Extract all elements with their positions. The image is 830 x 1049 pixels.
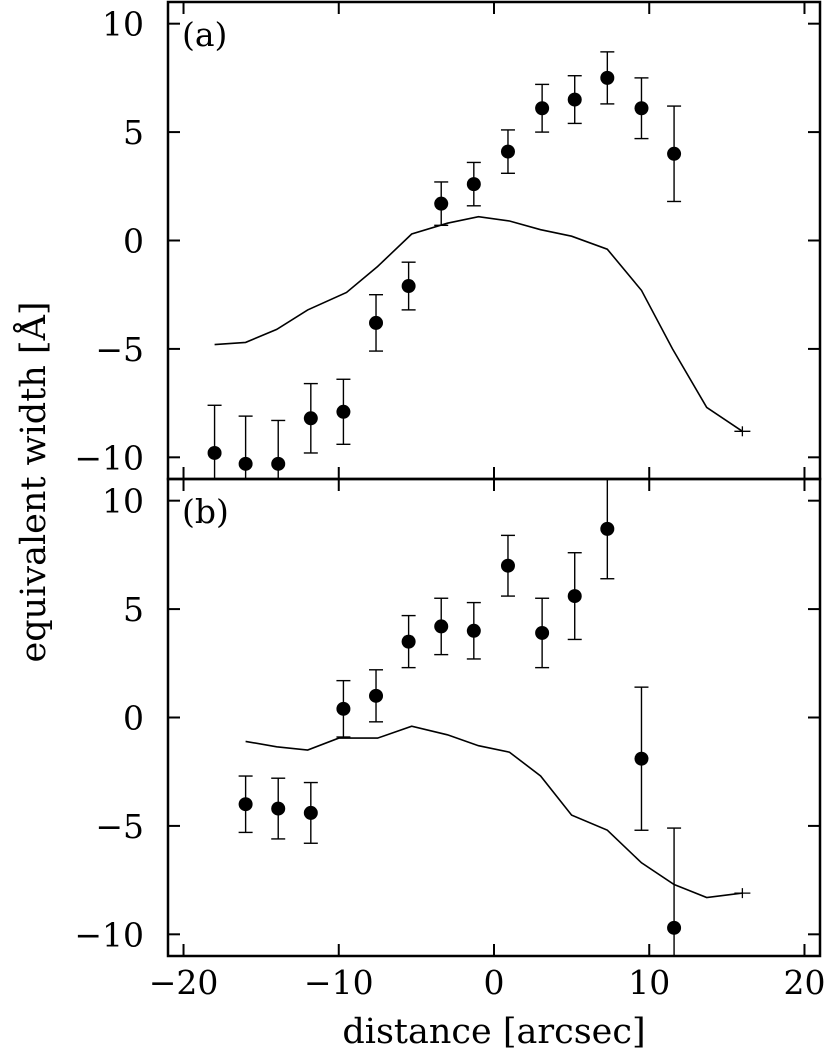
panel-b-data-point [567, 589, 582, 604]
panel-b-model-line [245, 725, 751, 899]
panel-a-model-line [214, 215, 751, 437]
panel-a-data-point [634, 101, 649, 116]
panel-a-data-point [500, 144, 515, 159]
panel-a-data-point [336, 404, 351, 419]
panel-b-frame [166, 477, 822, 958]
x-axis-tick-labels: −20 −10 0 10 20 [149, 963, 826, 1002]
panel-a-data-point [535, 101, 550, 116]
x-tick-label: 0 [484, 963, 505, 1002]
panel-b-data-point [434, 619, 449, 634]
panel-b-data-point [369, 688, 384, 703]
panel-b-data-point [667, 920, 682, 935]
x-axis-label: distance [arcsec] [342, 1012, 645, 1049]
x-tick-label: 10 [628, 963, 670, 1002]
panel-b-data-point [500, 558, 515, 573]
panel-b-data-point [336, 701, 351, 716]
panel-a-data-point [369, 315, 384, 330]
panel-b-data-point [238, 797, 253, 812]
panel-b-y-tick-label: 10 [102, 482, 144, 521]
panel-a-data-point [303, 411, 318, 426]
panel-a-data-point [600, 70, 615, 85]
panel-a-data-point [434, 196, 449, 211]
panel-b-data-point [303, 805, 318, 820]
panel-b-y-tick-label: 5 [123, 590, 144, 629]
panel-a-y-tick-label: 0 [123, 222, 144, 261]
panel-a-data-point [271, 456, 286, 471]
panel-b-data-point [634, 751, 649, 766]
panel-b-y-tick-label: 0 [123, 699, 144, 738]
panel-b-label: (b) [182, 492, 229, 531]
panel-a-label: (a) [182, 15, 227, 54]
panel-a-data-point [667, 146, 682, 161]
panel-b-data-point [600, 521, 615, 536]
panel-a-data-point [238, 456, 253, 471]
panel-b-model-curve [245, 725, 743, 899]
panel-b-y-tick-label: −10 [74, 915, 144, 954]
panel-b-data-point [535, 625, 550, 640]
panel-a-y-tick-label: −10 [74, 438, 144, 477]
panel-a-y-tick-label: 5 [123, 113, 144, 152]
panel-a-data-point [401, 279, 416, 294]
panel-a-data-point [567, 92, 582, 107]
x-tick-label: −20 [149, 963, 219, 1002]
panel-b-data-point [271, 801, 286, 816]
panel-b-y-tick-label: −5 [95, 807, 144, 846]
panel-a-data-points [207, 51, 682, 478]
panel-a: −10 −5 0 5 10 (a) [74, 0, 822, 481]
panel-b-axes: −10 −5 0 5 10 [74, 479, 820, 956]
y-axis-label: equivalent width [Å] [11, 301, 54, 662]
panel-a-model-curve [214, 215, 743, 432]
panel-a-axes: −10 −5 0 5 10 [74, 2, 820, 479]
panel-a-frame [166, 0, 822, 481]
panel-b-data-points [238, 480, 682, 955]
panel-a-data-point [207, 445, 222, 460]
x-tick-label: −10 [304, 963, 374, 1002]
panel-a-y-tick-label: −5 [95, 330, 144, 369]
panel-b-data-point [401, 634, 416, 649]
x-tick-label: 20 [783, 963, 825, 1002]
panel-a-y-tick-label: 10 [102, 5, 144, 44]
panel-b: −10 −5 0 5 10 (b) [74, 477, 822, 958]
panel-a-data-point [466, 177, 481, 192]
panel-b-data-point [466, 623, 481, 638]
